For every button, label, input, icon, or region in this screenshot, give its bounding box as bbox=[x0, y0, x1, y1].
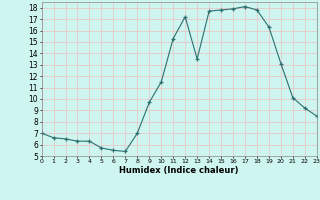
X-axis label: Humidex (Indice chaleur): Humidex (Indice chaleur) bbox=[119, 166, 239, 175]
